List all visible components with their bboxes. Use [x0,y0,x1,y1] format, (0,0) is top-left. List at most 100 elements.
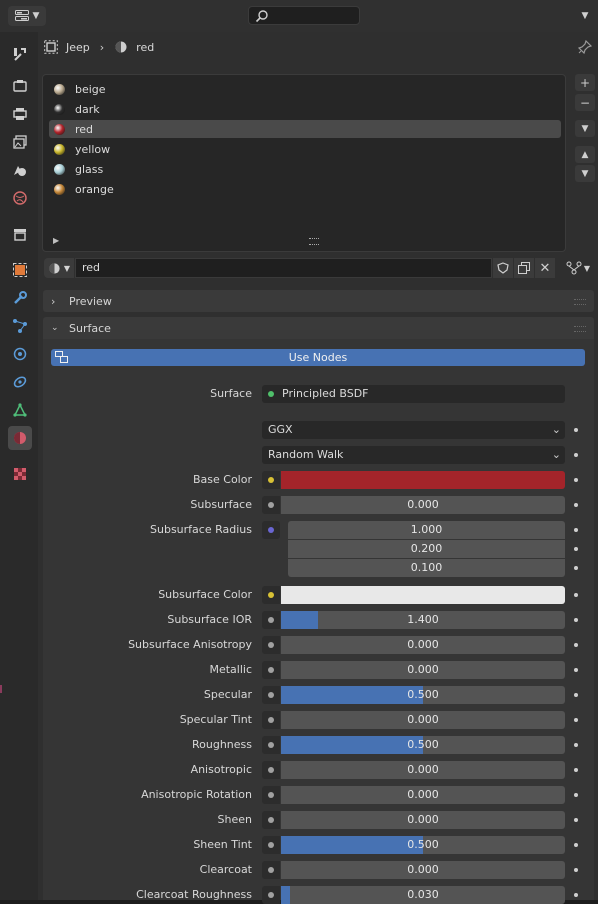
socket-link-button[interactable] [262,811,280,829]
slot-specials-menu[interactable]: ▼ [575,120,595,137]
value-slider[interactable]: 0.000 [281,636,565,654]
vector-component-field[interactable]: 1.000 [288,521,565,539]
material-slot-item[interactable]: beige [49,80,561,98]
header-options-chevron[interactable]: ▼ [576,8,594,24]
keyframe-dot[interactable] [574,818,578,822]
value-slider[interactable]: 0.000 [281,661,565,679]
socket-link-button[interactable] [262,711,280,729]
surface-shader-selector[interactable]: Principled BSDF [262,385,565,403]
socket-link-button[interactable] [262,471,280,489]
keyframe-dot[interactable] [574,893,578,897]
value-slider[interactable]: 0.500 [281,736,565,754]
material-slot-item[interactable]: glass [49,160,561,178]
modifiers-tab[interactable] [8,286,32,310]
surface-panel-header[interactable]: ⌄ Surface [43,317,594,339]
keyframe-dot[interactable] [574,503,578,507]
keyframe-dot[interactable] [574,843,578,847]
material-name-field[interactable]: red [75,258,492,278]
use-nodes-button[interactable]: Use Nodes [51,349,585,366]
browse-material-button[interactable]: ▼ [44,258,74,278]
keyframe-dot[interactable] [574,453,578,457]
add-slot-button[interactable]: + [575,74,595,91]
move-slot-up-button[interactable]: ▲ [575,146,595,163]
duplicate-material-button[interactable] [514,258,534,278]
view-layer-tab[interactable] [8,130,32,154]
socket-link-button[interactable] [262,636,280,654]
vector-component-field[interactable]: 0.200 [288,540,565,558]
value-slider[interactable]: 0.500 [281,836,565,854]
scene-tab[interactable] [8,158,32,182]
drag-grip-icon[interactable] [574,299,586,305]
keyframe-dot[interactable] [574,593,578,597]
value-slider[interactable]: 0.000 [281,861,565,879]
constraints-tab[interactable] [8,370,32,394]
socket-link-button[interactable] [262,761,280,779]
vector-component-field[interactable]: 0.100 [288,559,565,577]
tool-tab[interactable] [8,42,32,66]
color-swatch-field[interactable] [281,586,565,604]
material-slot-item[interactable]: yellow [49,140,561,158]
socket-link-button[interactable] [262,886,280,904]
subsurface-method-dropdown[interactable]: Random Walk ⌄ [262,446,565,464]
keyframe-dot[interactable] [574,618,578,622]
resize-grip-icon[interactable] [309,238,319,245]
output-tab[interactable] [8,102,32,126]
value-slider[interactable]: 0.000 [281,761,565,779]
preview-panel-header[interactable]: › Preview [43,290,594,312]
keyframe-dot[interactable] [574,547,578,551]
drag-grip-icon[interactable] [574,326,586,332]
keyframe-dot[interactable] [574,478,578,482]
search-input[interactable] [248,6,360,25]
socket-link-button[interactable] [262,586,280,604]
expand-filter-icon[interactable]: ▶ [53,236,60,245]
value-slider[interactable]: 1.400 [281,611,565,629]
keyframe-dot[interactable] [574,643,578,647]
physics-tab[interactable] [8,342,32,366]
value-slider[interactable]: 0.030 [281,886,565,904]
socket-link-button[interactable] [262,736,280,754]
keyframe-dot[interactable] [574,743,578,747]
value-slider[interactable]: 0.000 [281,786,565,804]
value-slider[interactable]: 0.000 [281,711,565,729]
socket-link-button[interactable] [262,496,280,514]
value-slider[interactable]: 0.000 [281,811,565,829]
keyframe-dot[interactable] [574,768,578,772]
texture-tab[interactable] [8,462,32,486]
node-link-menu[interactable]: ▼ [562,258,594,278]
socket-link-button[interactable] [262,836,280,854]
fake-user-button[interactable] [493,258,513,278]
remove-slot-button[interactable]: − [575,94,595,111]
particles-tab[interactable] [8,314,32,338]
keyframe-dot[interactable] [574,868,578,872]
object-tab[interactable] [8,258,32,282]
keyframe-dot[interactable] [574,428,578,432]
socket-link-button[interactable] [262,521,280,539]
keyframe-dot[interactable] [574,528,578,532]
distribution-dropdown[interactable]: GGX ⌄ [262,421,565,439]
data-tab[interactable] [8,398,32,422]
value-slider[interactable]: 0.500 [281,686,565,704]
keyframe-dot[interactable] [574,718,578,722]
color-swatch-field[interactable] [281,471,565,489]
socket-link-button[interactable] [262,861,280,879]
unlink-material-button[interactable]: ✕ [535,258,555,278]
collection-tab[interactable] [8,222,32,246]
world-tab[interactable] [8,186,32,210]
keyframe-dot[interactable] [574,566,578,570]
socket-link-button[interactable] [262,786,280,804]
material-tab[interactable] [8,426,32,450]
move-slot-down-button[interactable]: ▼ [575,165,595,182]
keyframe-dot[interactable] [574,668,578,672]
socket-link-button[interactable] [262,661,280,679]
socket-link-button[interactable] [262,611,280,629]
value-slider[interactable]: 0.000 [281,496,565,514]
material-slot-item[interactable]: orange [49,180,561,198]
socket-link-button[interactable] [262,686,280,704]
pin-icon[interactable] [577,39,593,55]
keyframe-dot[interactable] [574,793,578,797]
render-tab[interactable] [8,74,32,98]
keyframe-dot[interactable] [574,693,578,697]
material-slot-item[interactable]: dark [49,100,561,118]
editor-type-button[interactable]: ▼ [8,6,46,26]
material-slot-item[interactable]: red [49,120,561,138]
